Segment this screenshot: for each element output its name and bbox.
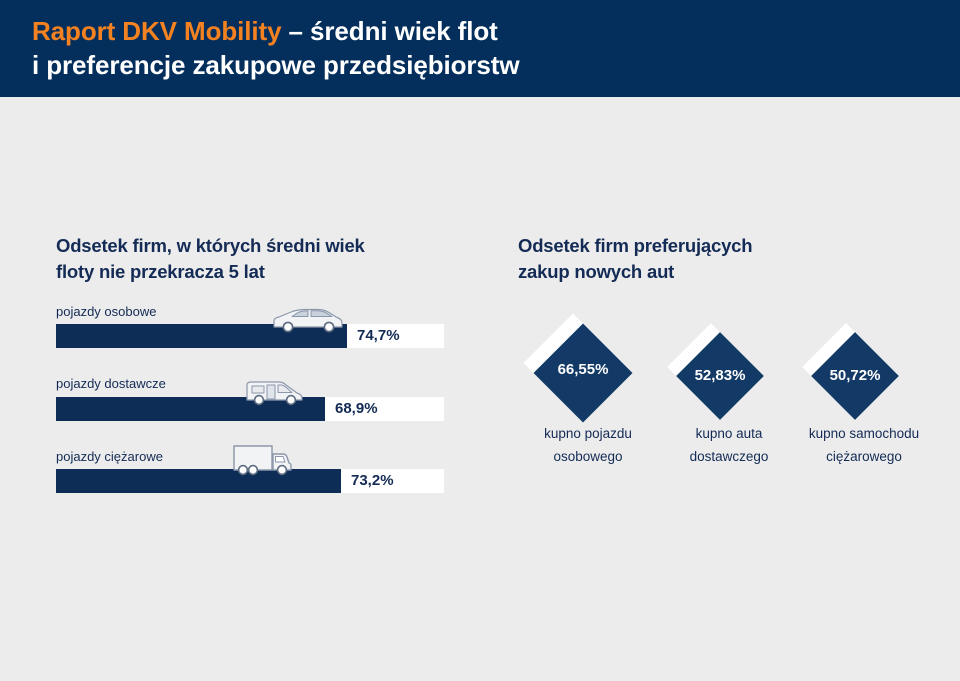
- bar-track: 73,2%: [56, 445, 444, 493]
- header-title-line-1: Raport DKV Mobility – średni wiek flot: [32, 14, 960, 48]
- diamond-value-label: 66,55%: [557, 361, 609, 378]
- right-chart-heading-wrap: Odsetek firm preferujących zakup nowych …: [518, 233, 938, 284]
- bar-track: 68,9%: [56, 380, 444, 421]
- diamond-value-label: 50,72%: [829, 367, 881, 384]
- bar-fill: [56, 324, 347, 349]
- diamond-caption: kupno samochodu ciężarowego: [808, 426, 920, 465]
- bar-category-label: pojazdy osobowe: [56, 304, 157, 319]
- right-chart-title: Odsetek firm preferujących zakup nowych …: [518, 235, 753, 282]
- diamond-chart: 66,55% kupno pojazdu osobowego 52,83% kupno…: [505, 298, 945, 468]
- page-header: Raport DKV Mobility – średni wiek flot i…: [0, 0, 960, 97]
- diamond-caption: kupno pojazdu osobowego: [544, 426, 632, 465]
- diamond-caption: kupno auta dostawczego: [689, 426, 769, 465]
- bar-row: pojazdy ciężarowe 73,2%: [56, 445, 444, 493]
- bar-fill: [56, 468, 341, 493]
- bar-category-label: pojazdy ciężarowe: [56, 448, 163, 464]
- bar-row: pojazdy osobowe 74,7%: [56, 304, 444, 349]
- bar-value-label: 74,7%: [357, 327, 400, 345]
- bar-category-label: pojazdy dostawcze: [56, 376, 166, 392]
- brand-name: Raport DKV Mobility: [32, 16, 282, 46]
- diamond-value-label: 52,83%: [694, 367, 746, 384]
- header-title-line-2: i preferencje zakupowe przedsiębiorstw: [32, 50, 520, 81]
- left-chart-title: Odsetek firm, w których średni wiek flot…: [56, 235, 365, 282]
- bar-value-label: 73,2%: [351, 471, 394, 489]
- bar-row: pojazdy dostawcze 68,9%: [56, 376, 444, 421]
- bar-chart: pojazdy osobowe 74,7% pojazdy dostawcze 68…: [56, 304, 444, 493]
- bar-fill: [56, 396, 325, 421]
- header-title-suffix: – średni wiek flot: [281, 16, 498, 46]
- bar-value-label: 68,9%: [335, 399, 378, 417]
- bar-track: 74,7%: [56, 309, 444, 349]
- left-chart-heading-wrap: Odsetek firm, w których średni wiek flot…: [56, 233, 456, 284]
